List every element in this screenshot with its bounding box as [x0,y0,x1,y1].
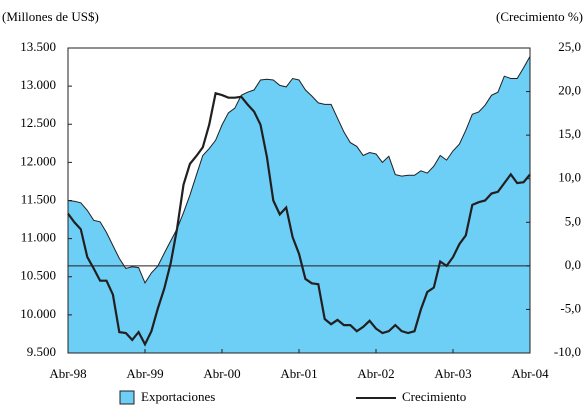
y-tick-label: 13.500 [20,39,56,54]
x-tick-label: Abr-98 [49,366,86,381]
x-tick-label: Abr-00 [203,366,240,381]
y-axis-title: (Millones de US$) [2,9,99,24]
x-tick-label: Abr-03 [434,366,471,381]
legend-label: Crecimiento [402,389,466,404]
y-tick-label: 11.500 [21,191,56,206]
y2-tick-label: -10,0 [554,344,581,359]
y-tick-label: 10.000 [20,306,56,321]
y-tick-label: 12.500 [20,115,56,130]
y2-tick-label: 10,0 [558,170,581,185]
y2-tick-label: 20,0 [558,83,581,98]
y2-axis-title: (Crecimiento %) [496,9,583,24]
y2-tick-label: 0,0 [565,257,581,272]
x-tick-label: Abr-99 [126,366,163,381]
y-tick-label: 10.500 [20,268,56,283]
y-tick-label: 9.500 [27,344,56,359]
x-tick-label: Abr-04 [511,366,549,381]
y-tick-label: 12.000 [20,153,56,168]
exports-area [68,56,530,354]
x-tick-label: Abr-01 [280,366,317,381]
y2-tick-label: 15,0 [558,126,581,141]
legend-swatch [119,390,135,405]
exports-outline [67,56,531,284]
x-tick-label: Abr-02 [357,366,394,381]
legend-label: Exportaciones [141,389,215,404]
y2-tick-label: -5,0 [560,300,581,315]
y-tick-label: 11.000 [21,230,56,245]
y-tick-label: 13.000 [20,77,56,92]
growth-line [67,91,531,347]
y2-tick-label: 5,0 [565,213,581,228]
y2-tick-label: 25,0 [558,39,581,54]
